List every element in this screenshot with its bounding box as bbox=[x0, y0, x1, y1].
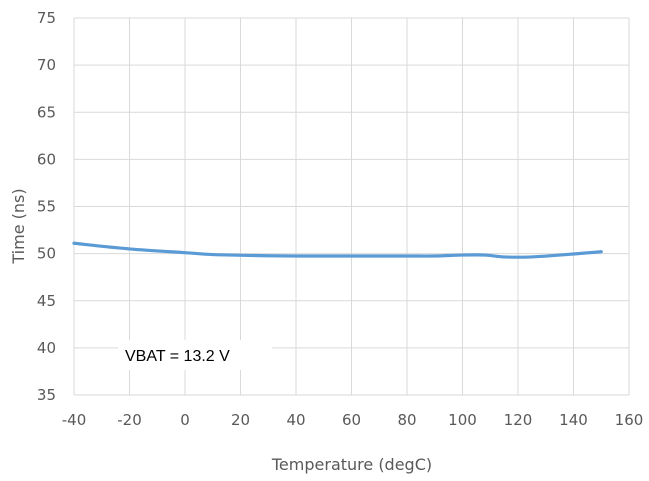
x-tick-label: 40 bbox=[286, 411, 305, 429]
x-tick-label: 160 bbox=[615, 411, 644, 429]
gridlines bbox=[73, 17, 630, 396]
y-tick-label: 35 bbox=[37, 386, 56, 404]
y-tick-label: 70 bbox=[37, 56, 56, 74]
y-tick-label: 55 bbox=[37, 198, 56, 216]
x-tick-label: -20 bbox=[117, 411, 142, 429]
annotation-label: VBAT = 13.2 V bbox=[125, 348, 230, 365]
y-tick-labels: 35 40 45 50 55 60 65 70 75 bbox=[37, 9, 56, 404]
x-tick-label: 0 bbox=[180, 411, 190, 429]
x-tick-label: 120 bbox=[504, 411, 533, 429]
x-tick-label: 60 bbox=[342, 411, 361, 429]
y-tick-label: 45 bbox=[37, 292, 56, 310]
x-axis-title: Temperature (degC) bbox=[271, 455, 432, 474]
series-layer bbox=[72, 241, 603, 259]
y-tick-label: 65 bbox=[37, 103, 56, 121]
x-tick-label: 20 bbox=[231, 411, 250, 429]
y-tick-label: 60 bbox=[37, 150, 56, 168]
annotation-box bbox=[118, 340, 272, 370]
x-tick-labels: -40 -20 0 20 40 60 80 100 120 140 160 bbox=[62, 411, 644, 429]
x-tick-label: -40 bbox=[62, 411, 87, 429]
y-tick-label: 40 bbox=[37, 339, 56, 357]
series-line-0 bbox=[72, 241, 603, 259]
x-tick-label: 140 bbox=[559, 411, 588, 429]
y-tick-label: 50 bbox=[37, 245, 56, 263]
y-tick-label: 75 bbox=[37, 9, 56, 27]
x-tick-label: 100 bbox=[448, 411, 477, 429]
x-tick-label: 80 bbox=[397, 411, 416, 429]
y-axis-title: Time (ns) bbox=[9, 188, 28, 264]
